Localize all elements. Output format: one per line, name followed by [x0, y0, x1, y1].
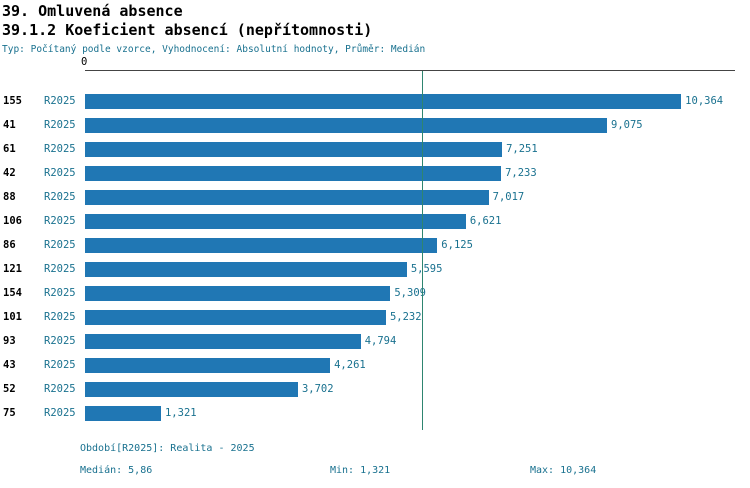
- row-series-label: R2025: [44, 143, 76, 155]
- bar: [85, 382, 298, 397]
- bar-track: 5,232: [85, 306, 735, 330]
- bar: [85, 406, 161, 421]
- bar-value-label: 4,794: [364, 335, 397, 347]
- row-category-label: 86: [3, 239, 16, 251]
- chart-row: 61 R2025 7,251: [0, 138, 750, 162]
- stat-median: Medián: 5,86: [80, 465, 153, 476]
- bar: [85, 262, 407, 277]
- bar-track: 1,321: [85, 402, 735, 426]
- bar: [85, 190, 489, 205]
- bar-value-label: 7,017: [492, 191, 525, 203]
- row-series-label: R2025: [44, 287, 76, 299]
- chart-row: 86 R2025 6,125: [0, 234, 750, 258]
- bar-value-label: 6,125: [441, 239, 473, 251]
- bar: [85, 214, 466, 229]
- bar: [85, 310, 386, 325]
- bar-value-label: 4,261: [334, 359, 366, 371]
- bar-value-label: 5,309: [394, 287, 426, 299]
- bar: [85, 166, 502, 181]
- chart-row: 155 R2025 10,364: [0, 90, 750, 114]
- row-series-label: R2025: [44, 167, 76, 179]
- chart-row: 42 R2025 7,233: [0, 162, 750, 186]
- row-category-label: 121: [3, 263, 22, 275]
- bar: [85, 118, 607, 133]
- bar-track: 5,309: [85, 282, 735, 306]
- bar: [85, 238, 438, 253]
- bar-value-label: 7,251: [506, 143, 538, 155]
- row-category-label: 43: [3, 359, 16, 371]
- bar: [85, 334, 361, 349]
- bar: [85, 94, 682, 109]
- row-category-label: 155: [3, 95, 22, 107]
- bar-track: 4,794: [85, 330, 735, 354]
- chart-row: 154 R2025 5,309: [0, 282, 750, 306]
- report-meta: Typ: Počítaný podle vzorce, Vyhodnocení:…: [2, 44, 426, 55]
- bar-value-label: 6,621: [469, 215, 502, 227]
- row-series-label: R2025: [44, 95, 76, 107]
- row-category-label: 106: [3, 215, 22, 227]
- legend-period: Období[R2025]: Realita - 2025: [80, 443, 255, 454]
- stat-min: Min: 1,321: [330, 465, 391, 476]
- row-series-label: R2025: [44, 215, 76, 227]
- row-series-label: R2025: [44, 191, 76, 203]
- chart-row: 101 R2025 5,232: [0, 306, 750, 330]
- row-category-label: 61: [3, 143, 16, 155]
- bar-track: 7,017: [85, 186, 735, 210]
- bar-track: 3,702: [85, 378, 735, 402]
- row-category-label: 52: [3, 383, 16, 395]
- bar-value-label: 7,233: [505, 167, 537, 179]
- bar-track: 9,075: [85, 114, 735, 138]
- chart-rows: 155 R2025 10,364 41 R2025 9,075 61 R2025 7,251 42…: [0, 90, 750, 426]
- row-series-label: R2025: [44, 359, 76, 371]
- chart-row: 52 R2025 3,702: [0, 378, 750, 402]
- bar-track: 10,364: [85, 90, 735, 114]
- report-title: 39. Omluvená absence: [2, 2, 183, 20]
- row-series-label: R2025: [44, 119, 76, 131]
- bar: [85, 286, 391, 301]
- bar-value-label: 5,595: [410, 263, 443, 275]
- chart-row: 121 R2025 5,595: [0, 258, 750, 282]
- bar: [85, 142, 503, 157]
- bar-track: 7,251: [85, 138, 735, 162]
- bar-track: 6,621: [85, 210, 735, 234]
- bar-value-label: 3,702: [301, 383, 334, 395]
- x-axis-zero-tick: 0: [81, 56, 88, 68]
- bar-value-label: 1,321: [164, 407, 197, 419]
- chart-row: 93 R2025 4,794: [0, 330, 750, 354]
- row-series-label: R2025: [44, 239, 76, 251]
- row-series-label: R2025: [44, 263, 76, 275]
- row-category-label: 42: [3, 167, 16, 179]
- bar: [85, 358, 331, 373]
- bar-value-label: 9,075: [611, 119, 643, 131]
- report-subtitle: 39.1.2 Koeficient absencí (nepřítomnosti…: [2, 21, 373, 39]
- row-category-label: 41: [3, 119, 16, 131]
- chart-row: 88 R2025 7,017: [0, 186, 750, 210]
- row-series-label: R2025: [44, 311, 76, 323]
- bar-value-label: 10,364: [685, 95, 724, 107]
- bar-track: 6,125: [85, 234, 735, 258]
- stat-max: Max: 10,364: [530, 465, 597, 476]
- bar-track: 4,261: [85, 354, 735, 378]
- x-axis-line: [85, 70, 735, 71]
- row-series-label: R2025: [44, 335, 76, 347]
- chart-row: 106 R2025 6,621: [0, 210, 750, 234]
- row-category-label: 88: [3, 191, 16, 203]
- row-category-label: 93: [3, 335, 16, 347]
- row-series-label: R2025: [44, 383, 76, 395]
- row-category-label: 75: [3, 407, 16, 419]
- row-series-label: R2025: [44, 407, 76, 419]
- bar-track: 5,595: [85, 258, 735, 282]
- row-category-label: 154: [3, 287, 22, 299]
- bar-track: 7,233: [85, 162, 735, 186]
- chart-row: 41 R2025 9,075: [0, 114, 750, 138]
- row-category-label: 101: [3, 311, 22, 323]
- bar-value-label: 5,232: [389, 311, 422, 323]
- chart-row: 75 R2025 1,321: [0, 402, 750, 426]
- chart-row: 43 R2025 4,261: [0, 354, 750, 378]
